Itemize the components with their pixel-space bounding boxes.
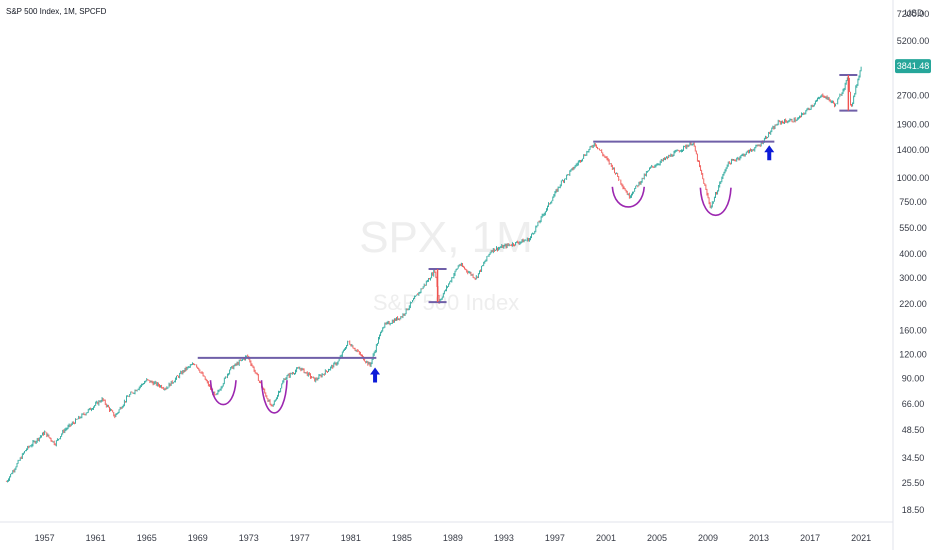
breakout-arrow-icon xyxy=(764,145,775,161)
x-tick-label: 1977 xyxy=(290,533,310,543)
x-tick-label: 2009 xyxy=(698,533,718,543)
y-tick-label: 160.00 xyxy=(899,325,927,335)
current-price-label: 3841.48 xyxy=(897,61,930,71)
x-tick-label: 2013 xyxy=(749,533,769,543)
x-tick-label: 1997 xyxy=(545,533,565,543)
y-tick-label: 90.00 xyxy=(902,373,925,383)
y-tick-label: 120.00 xyxy=(899,349,927,359)
x-axis: 1957 1961 1965 1969 1973 1977 1981 1985 1989 1993… xyxy=(0,521,893,543)
x-tick-label: 1973 xyxy=(239,533,259,543)
price-bars xyxy=(5,66,862,483)
y-axis[interactable]: USD 7200.00 5200.00 2700.00 1900.00 1400.00 1… xyxy=(892,0,931,550)
y-tick-label: 5200.00 xyxy=(897,36,930,46)
x-tick-label: 2005 xyxy=(647,533,667,543)
x-tick-label: 1993 xyxy=(494,533,514,543)
x-tick-label: 1985 xyxy=(392,533,412,543)
y-tick-label: 1900.00 xyxy=(897,120,930,130)
x-tick-label: 1961 xyxy=(86,533,106,543)
y-tick-label: 2700.00 xyxy=(897,90,930,100)
rounded-bottom-arc xyxy=(260,380,288,414)
y-tick-label: 750.00 xyxy=(899,197,927,207)
y-tick-label: 300.00 xyxy=(899,273,927,283)
x-tick-label: 1965 xyxy=(137,533,157,543)
x-tick-label: 2001 xyxy=(596,533,616,543)
y-tick-label: 18.50 xyxy=(902,505,925,515)
y-tick-label: 550.00 xyxy=(899,223,927,233)
breakout-arrow-icon xyxy=(370,367,381,383)
watermark-symbol: SPX, 1M xyxy=(359,213,533,262)
rounded-bottom-arc xyxy=(611,186,646,208)
y-tick-label: 220.00 xyxy=(899,299,927,309)
x-tick-label: 2017 xyxy=(800,533,820,543)
y-tick-label: 1000.00 xyxy=(897,173,930,183)
x-tick-label: 1969 xyxy=(188,533,208,543)
y-tick-label: 66.00 xyxy=(902,399,925,409)
y-tick-label: 25.50 xyxy=(902,478,925,488)
y-tick-label: 1400.00 xyxy=(897,145,930,155)
watermark: SPX, 1M S&P 500 Index xyxy=(359,213,533,315)
rounded-bottom-arc xyxy=(209,380,237,406)
x-tick-label: 1981 xyxy=(341,533,361,543)
y-tick-label: 48.50 xyxy=(902,425,925,435)
y-tick-label: 7200.00 xyxy=(897,9,930,19)
x-tick-label: 1989 xyxy=(443,533,463,543)
y-tick-label: 34.50 xyxy=(902,453,925,463)
current-price-box xyxy=(895,59,931,74)
x-tick-label: 2021 xyxy=(851,533,871,543)
rounded-bottom-arc xyxy=(699,187,732,216)
x-tick-label: 1957 xyxy=(35,533,55,543)
chart-title: S&P 500 Index, 1M, SPCFD xyxy=(6,7,107,16)
y-tick-label: 400.00 xyxy=(899,249,927,259)
annotations xyxy=(197,74,858,414)
currency-label: USD xyxy=(904,8,924,18)
